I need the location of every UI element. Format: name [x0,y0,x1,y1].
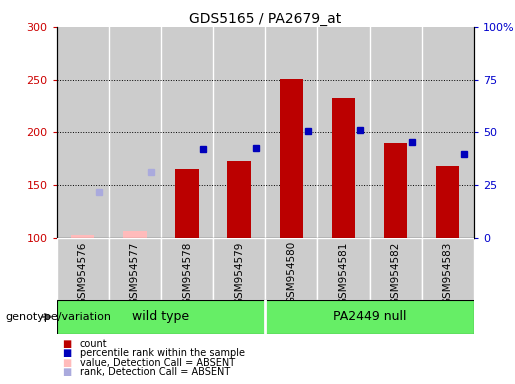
Bar [384,143,407,238]
Bar [57,27,109,238]
Bar [265,238,317,300]
Bar [161,238,213,300]
Bar [422,27,474,238]
Title: GDS5165 / PA2679_at: GDS5165 / PA2679_at [189,12,341,26]
Bar [370,27,422,238]
Bar [436,166,459,238]
Text: GSM954583: GSM954583 [443,241,453,305]
Bar [175,169,199,238]
Text: value, Detection Call = ABSENT: value, Detection Call = ABSENT [80,358,235,368]
Bar [161,27,213,238]
Text: count: count [80,339,108,349]
Text: ■: ■ [62,339,71,349]
Bar [213,238,265,300]
Text: GSM954579: GSM954579 [234,241,244,305]
Text: GSM954578: GSM954578 [182,241,192,305]
Bar [332,98,355,238]
Text: wild type: wild type [132,310,190,323]
Text: ■: ■ [62,358,71,368]
Text: genotype/variation: genotype/variation [5,312,111,322]
Text: GSM954576: GSM954576 [78,241,88,305]
Bar [265,300,474,334]
Bar [109,27,161,238]
Text: GSM954577: GSM954577 [130,241,140,305]
Bar [213,27,265,238]
Bar [317,238,370,300]
Text: percentile rank within the sample: percentile rank within the sample [80,348,245,358]
Text: ■: ■ [62,348,71,358]
Bar [265,27,317,238]
Text: ■: ■ [62,367,71,377]
Bar [123,231,147,238]
Text: GSM954581: GSM954581 [338,241,349,305]
Text: GSM954582: GSM954582 [390,241,401,305]
Bar [280,79,303,238]
Text: rank, Detection Call = ABSENT: rank, Detection Call = ABSENT [80,367,230,377]
Bar [370,238,422,300]
Bar [71,235,94,238]
Bar [57,300,265,334]
Bar [422,238,474,300]
Bar [228,161,251,238]
Bar [109,238,161,300]
Text: GSM954580: GSM954580 [286,241,296,305]
Bar [317,27,370,238]
Text: PA2449 null: PA2449 null [333,310,406,323]
Bar [57,238,109,300]
